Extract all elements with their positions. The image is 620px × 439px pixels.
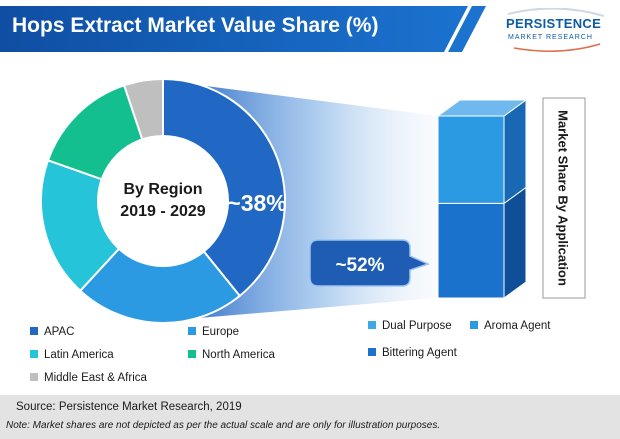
bar-top-face [436, 99, 528, 117]
application-stacked-bar [436, 99, 528, 299]
legend-swatch [368, 348, 376, 356]
bar-segment-aroma-agent-side [503, 99, 527, 205]
footer: Source: Persistence Market Research, 201… [0, 395, 620, 439]
legend-item-middle-east-africa: Middle East & Africa [30, 372, 147, 384]
source-text: Source: Persistence Market Research, 201… [16, 401, 242, 413]
donut-center-line-2: 2019 - 2029 [120, 203, 206, 220]
legend-label: Bittering Agent [382, 347, 457, 359]
apac-data-label: ~38% [227, 190, 286, 216]
legend-label: Latin America [44, 349, 114, 361]
bittering-data-label: ~52% [335, 255, 384, 276]
legend-swatch [188, 350, 196, 358]
bar-segment-aroma-agent [437, 115, 505, 204]
chart-area: By Region 2019 - 2029 ~38% ~52% Market S… [40, 77, 586, 324]
legend-swatch [470, 321, 478, 329]
logo-tagline: MARKET RESEARCH [508, 34, 593, 41]
legend-label: Europe [202, 326, 240, 338]
legend-item-apac: APAC [30, 326, 74, 338]
application-title-box [542, 97, 586, 299]
brand-logo: PERSISTENCE MARKET RESEARCH [500, 8, 612, 52]
legend-swatch [30, 373, 38, 381]
page-title: Hops Extract Market Value Share (%) [12, 14, 379, 37]
legend-swatch [368, 321, 376, 329]
legend-label: Middle East & Africa [44, 372, 147, 384]
donut-center-line-1: By Region [123, 181, 202, 198]
legend-item-north-america: North America [188, 349, 275, 361]
legend-item-latin-america: Latin America [30, 349, 114, 361]
legend-item-bittering-agent: Bittering Agent [368, 347, 457, 359]
legend-label: Aroma Agent [484, 320, 551, 332]
legend-swatch [188, 327, 196, 335]
bittering-callout: ~52% [309, 239, 431, 287]
bar-segment-bittering-agent-side [503, 186, 527, 299]
legend-item-aroma-agent: Aroma Agent [470, 320, 550, 332]
title-banner [0, 6, 486, 52]
legend-item-europe: Europe [188, 326, 239, 338]
logo-swirl-icon [507, 8, 605, 52]
legend-label: APAC [44, 326, 75, 338]
note-text: Note: Market shares are not depicted as … [6, 420, 441, 431]
legend-swatch [30, 350, 38, 358]
legend-item-dual-purpose: Dual Purpose [368, 320, 452, 332]
bar-segment-bittering-agent [437, 202, 505, 299]
legend-label: North America [202, 349, 275, 361]
legend-swatch [30, 327, 38, 335]
logo-wordmark: PERSISTENCE [506, 16, 602, 31]
application-chart-title: Market Share By Application [556, 110, 571, 286]
legend-label: Dual Purpose [382, 320, 452, 332]
donut-hole [97, 135, 229, 267]
